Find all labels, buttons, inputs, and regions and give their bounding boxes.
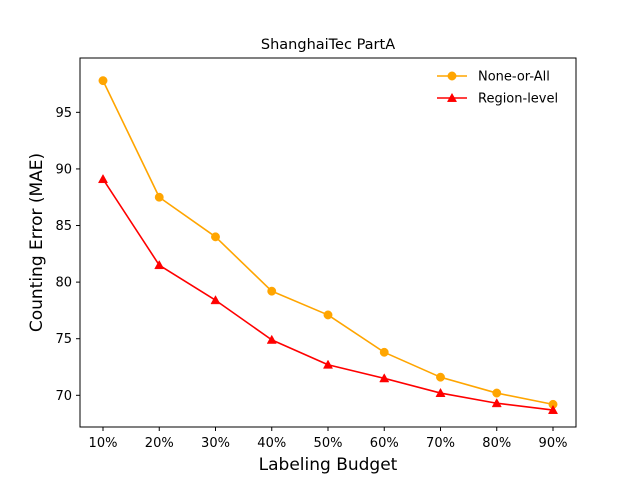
data-point-region-level	[435, 387, 446, 397]
legend-label-none-or-all: None-or-All	[478, 70, 550, 85]
x-axis-label: Labeling Budget	[259, 455, 398, 475]
data-point-none-or-all	[98, 76, 108, 86]
chart-title: ShanghaiTec PartA	[261, 37, 395, 53]
series-layer	[97, 76, 559, 414]
data-point-none-or-all	[379, 347, 389, 357]
data-point-region-level	[210, 295, 221, 305]
legend-label-region-level: Region-level	[478, 92, 558, 107]
data-point-none-or-all	[154, 192, 164, 202]
y-axis: 70 75 80 85 90 95	[55, 106, 80, 404]
y-axis-label: Counting Error (MAE)	[27, 153, 47, 332]
legend: None-or-All Region-level	[437, 70, 558, 107]
x-tick-label: 20%	[145, 436, 174, 451]
x-tick-label: 90%	[539, 436, 568, 451]
x-tick-label: 80%	[482, 436, 511, 451]
data-point-region-level	[266, 334, 277, 344]
y-tick-label: 80	[55, 276, 72, 291]
x-tick-label: 30%	[201, 436, 230, 451]
data-point-none-or-all	[211, 232, 220, 242]
y-tick-label: 95	[55, 106, 72, 121]
y-tick-label: 75	[55, 332, 72, 347]
y-tick-label: 70	[55, 389, 72, 404]
data-point-none-or-all	[492, 388, 502, 398]
data-point-none-or-all	[436, 372, 445, 382]
x-tick-label: 50%	[314, 436, 343, 451]
x-tick-label: 70%	[426, 436, 455, 451]
legend-marker-none-or-all	[447, 71, 457, 81]
legend-marker-region-level	[446, 92, 458, 102]
x-tick-label: 10%	[89, 436, 118, 451]
data-point-none-or-all	[267, 286, 277, 296]
x-axis: 10% 20% 30% 40% 50% 60% 70% 80% 90%	[89, 427, 568, 451]
data-point-region-level	[491, 398, 502, 408]
x-tick-label: 60%	[370, 436, 399, 451]
data-point-region-level	[547, 404, 559, 414]
data-point-region-level	[154, 260, 165, 270]
y-tick-label: 85	[55, 219, 72, 234]
x-tick-label: 40%	[257, 436, 286, 451]
data-point-none-or-all	[323, 310, 333, 320]
data-point-region-level	[97, 173, 109, 184]
data-point-region-level	[379, 373, 390, 383]
data-point-region-level	[322, 359, 334, 369]
y-tick-label: 90	[55, 162, 72, 177]
